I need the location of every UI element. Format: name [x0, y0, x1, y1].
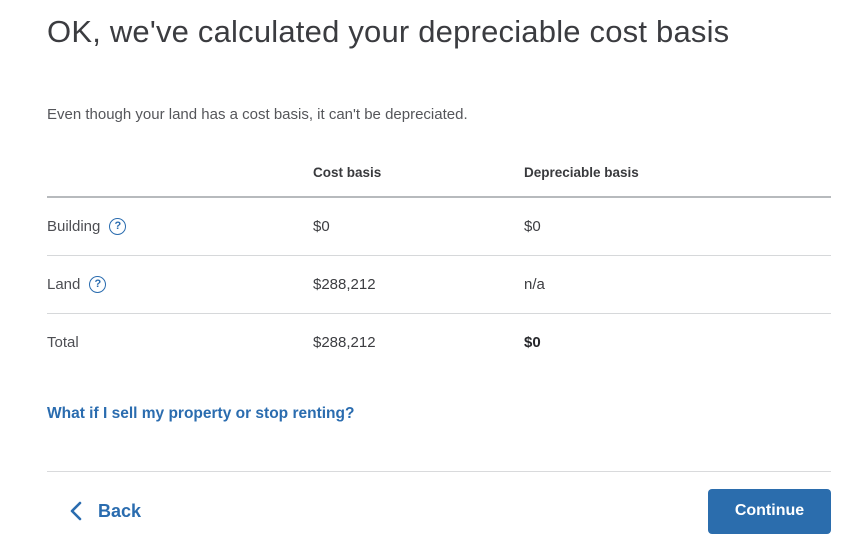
page-title: OK, we've calculated your depreciable co… — [47, 14, 730, 49]
footer-bar: Back Continue — [47, 488, 831, 534]
land-depreciable-basis-value: n/a — [524, 275, 545, 293]
column-header-cost-basis: Cost basis — [313, 165, 382, 181]
total-cost-basis-value: $288,212 — [313, 334, 376, 352]
page-content: OK, we've calculated your depreciable co… — [47, 14, 831, 534]
building-help-question-circle-icon[interactable]: ? — [109, 217, 127, 235]
back-button[interactable]: Back — [69, 501, 141, 522]
sell-or-stop-renting-link[interactable]: What if I sell my property or stop renti… — [47, 404, 355, 422]
table-row-building: Building ? $0 $0 — [47, 198, 831, 256]
building-label: Building — [47, 217, 101, 235]
table-header-row: Cost basis Depreciable basis — [47, 150, 831, 198]
row-label-cell: Land ? — [47, 275, 313, 293]
land-help-question-circle-icon[interactable]: ? — [89, 275, 107, 293]
total-depreciable-basis-value: $0 — [524, 334, 541, 352]
back-button-label: Back — [98, 500, 142, 521]
building-depreciable-basis-value: $0 — [524, 217, 541, 235]
row-label-cell: Building ? — [47, 217, 313, 235]
building-cost-basis-value: $0 — [313, 217, 330, 235]
table-row-total: Total $288,212 $0 — [47, 314, 831, 372]
land-label: Land — [47, 275, 81, 293]
continue-button[interactable]: Continue — [708, 488, 831, 534]
footer-divider — [47, 470, 831, 472]
cost-basis-table: Cost basis Depreciable basis Building ? … — [47, 150, 831, 372]
chevron-left-icon — [69, 501, 82, 521]
table-row-land: Land ? $288,212 n/a — [47, 256, 831, 314]
row-label-cell: Total — [47, 334, 313, 351]
land-cost-basis-value: $288,212 — [313, 275, 376, 293]
total-label: Total — [47, 334, 79, 352]
column-header-depreciable-basis: Depreciable basis — [524, 165, 639, 181]
page-subtitle: Even though your land has a cost basis, … — [47, 105, 468, 123]
